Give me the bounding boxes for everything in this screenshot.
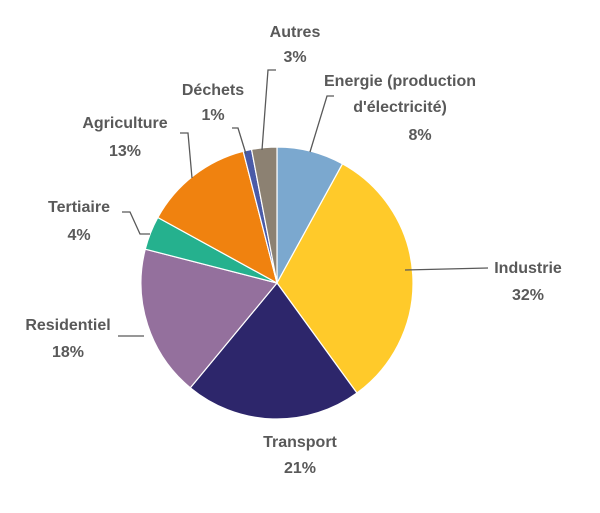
pie-slice-autres (250, 146, 278, 284)
pie-slices (140, 146, 414, 420)
leader-line-energie-production (309, 95, 334, 153)
leader-lines (118, 69, 489, 337)
leader-line-tertiaire (122, 211, 150, 235)
slice-label-tertiaire: Tertiaire (48, 199, 110, 216)
slice-label-energie-production: Energie (production (324, 73, 476, 90)
slice-value-industrie: 32% (512, 287, 544, 304)
slice-value-transport: 21% (284, 460, 316, 477)
leader-line-dechets (232, 127, 247, 155)
slice-label-residentiel: Residentiel (25, 317, 110, 334)
slice-label-autres: Autres (270, 24, 321, 41)
pie-slice-transport (189, 282, 358, 420)
leader-line-industrie (404, 267, 489, 271)
slice-value-autres: 3% (283, 49, 306, 66)
slice-value-energie-production: 8% (408, 127, 431, 144)
leader-line-agriculture (180, 132, 193, 179)
slice-value-tertiaire: 4% (67, 227, 90, 244)
slice-label-dechets: Déchets (182, 82, 244, 99)
slice-value-residentiel: 18% (52, 344, 84, 361)
slice-label-transport: Transport (263, 434, 337, 451)
pie-slice-industrie (276, 163, 414, 394)
slice-value-dechets: 1% (201, 107, 224, 124)
slice-value-agriculture: 13% (109, 143, 141, 160)
slice-labels: Energie (production d'électricité) 8% Indus… (25, 24, 562, 477)
slice-label-agriculture: Agriculture (82, 115, 167, 132)
slice-label-energie-production: d'électricité) (353, 99, 447, 116)
leader-line-autres (261, 69, 276, 151)
slice-label-industrie: Industrie (494, 260, 562, 277)
pie-slice-agriculture (157, 150, 278, 285)
pie-slice-residentiel (140, 248, 279, 389)
